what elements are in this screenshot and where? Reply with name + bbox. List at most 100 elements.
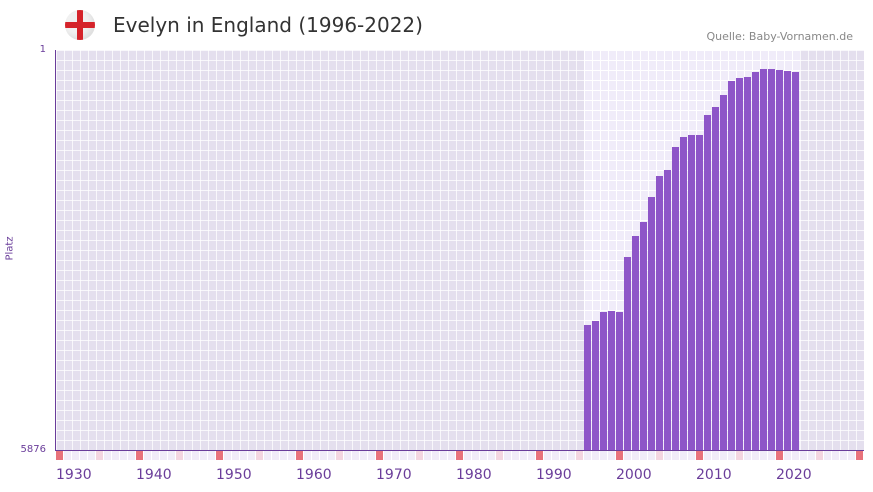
bar-2007[interactable] — [672, 146, 679, 450]
year-marker-1948 — [200, 451, 207, 460]
year-marker-2006 — [664, 451, 671, 460]
year-marker-2018 — [760, 451, 767, 460]
bar-2011[interactable] — [704, 114, 711, 450]
bar-2006[interactable] — [664, 170, 671, 450]
bar-2014[interactable] — [728, 80, 735, 450]
year-marker-1939 — [128, 451, 135, 460]
year-marker-2022 — [792, 451, 799, 460]
year-marker-2029 — [848, 451, 855, 460]
year-marker-1981 — [464, 451, 471, 460]
year-marker-1997 — [592, 451, 599, 460]
bar-2022[interactable] — [792, 72, 799, 450]
year-marker-1941 — [144, 451, 151, 460]
y-tick-top: 1 — [39, 44, 46, 55]
year-marker-1967 — [352, 451, 359, 460]
bar-2004[interactable] — [648, 196, 655, 450]
plot-area — [56, 50, 864, 450]
year-marker-1971 — [384, 451, 391, 460]
year-marker-1974 — [408, 451, 415, 460]
year-marker-1984 — [488, 451, 495, 460]
year-marker-1973 — [400, 451, 407, 460]
year-marker-1933 — [80, 451, 87, 460]
year-marker-1934 — [88, 451, 95, 460]
year-marker-1945 — [176, 451, 183, 460]
bar-2002[interactable] — [632, 236, 639, 450]
bar-2021[interactable] — [784, 70, 791, 450]
year-marker-1980 — [456, 451, 463, 460]
bar-2003[interactable] — [640, 222, 647, 450]
year-marker-1972 — [392, 451, 399, 460]
year-marker-1932 — [72, 451, 79, 460]
year-marker-1942 — [152, 451, 159, 460]
y-tick-bottom: 5876 — [20, 444, 46, 455]
year-marker-1996 — [584, 451, 591, 460]
bar-2000[interactable] — [616, 312, 623, 450]
year-marker-2023 — [800, 451, 807, 460]
bar-1997[interactable] — [592, 320, 599, 450]
year-marker-1949 — [208, 451, 215, 460]
bar-2009[interactable] — [688, 134, 695, 450]
bar-2013[interactable] — [720, 94, 727, 450]
year-marker-1966 — [344, 451, 351, 460]
year-marker-1968 — [360, 451, 367, 460]
year-marker-2009 — [688, 451, 695, 460]
year-marker-2020 — [776, 451, 783, 460]
x-tick-label: 1990 — [536, 467, 572, 483]
year-marker-2024 — [808, 451, 815, 460]
year-marker-1961 — [304, 451, 311, 460]
year-marker-2000 — [616, 451, 623, 460]
year-marker-1999 — [608, 451, 615, 460]
year-marker-1955 — [256, 451, 263, 460]
year-marker-1958 — [280, 451, 287, 460]
year-marker-2027 — [832, 451, 839, 460]
year-marker-1943 — [160, 451, 167, 460]
year-marker-1938 — [120, 451, 127, 460]
x-tick-label: 2000 — [616, 467, 652, 483]
bar-2020[interactable] — [776, 70, 783, 450]
bar-2018[interactable] — [760, 68, 767, 450]
bar-1998[interactable] — [600, 312, 607, 450]
year-marker-2030 — [856, 451, 863, 460]
bar-2017[interactable] — [752, 72, 759, 450]
x-tick-label: 1930 — [56, 467, 92, 483]
year-marker-1964 — [328, 451, 335, 460]
year-marker-1975 — [416, 451, 423, 460]
bar-2001[interactable] — [624, 256, 631, 450]
year-marker-1940 — [136, 451, 143, 460]
year-marker-1978 — [440, 451, 447, 460]
year-marker-2007 — [672, 451, 679, 460]
year-marker-2005 — [656, 451, 663, 460]
year-marker-2015 — [736, 451, 743, 460]
year-marker-1995 — [576, 451, 583, 460]
year-marker-1994 — [568, 451, 575, 460]
year-marker-2028 — [840, 451, 847, 460]
bar-1996[interactable] — [584, 324, 591, 450]
y-axis-label: Platz — [4, 236, 16, 261]
year-marker-1957 — [272, 451, 279, 460]
year-marker-1930 — [56, 451, 63, 460]
year-marker-2010 — [696, 451, 703, 460]
bar-2019[interactable] — [768, 68, 775, 450]
year-marker-2012 — [712, 451, 719, 460]
bar-2015[interactable] — [736, 78, 743, 450]
source-label: Quelle: Baby-Vornamen.de — [706, 30, 853, 43]
bar-2008[interactable] — [680, 136, 687, 450]
year-marker-1992 — [552, 451, 559, 460]
bar-2012[interactable] — [712, 106, 719, 450]
year-marker-1982 — [472, 451, 479, 460]
year-marker-1986 — [504, 451, 511, 460]
x-tick-label: 1950 — [216, 467, 252, 483]
x-tick-label: 2010 — [696, 467, 732, 483]
year-marker-2019 — [768, 451, 775, 460]
year-marker-1937 — [112, 451, 119, 460]
bar-1999[interactable] — [608, 310, 615, 450]
year-marker-1976 — [424, 451, 431, 460]
bar-2016[interactable] — [744, 76, 751, 450]
year-marker-2021 — [784, 451, 791, 460]
year-marker-2014 — [728, 451, 735, 460]
year-marker-2001 — [624, 451, 631, 460]
bar-2010[interactable] — [696, 134, 703, 450]
x-tick-label: 1940 — [136, 467, 172, 483]
x-tick-label: 1970 — [376, 467, 412, 483]
bar-2005[interactable] — [656, 176, 663, 450]
